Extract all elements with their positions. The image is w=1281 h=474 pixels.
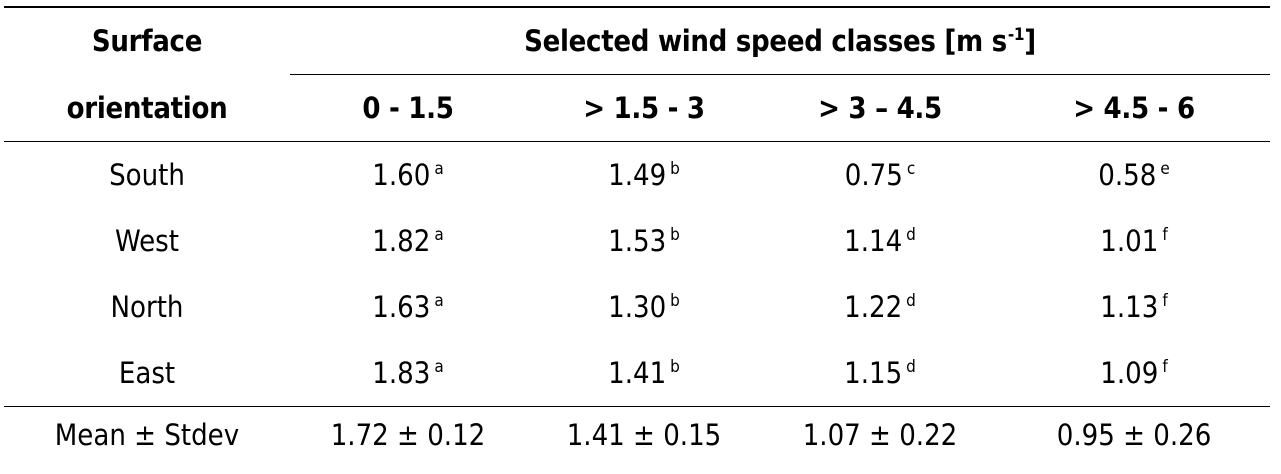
orientation-header-text-1: Surface [91, 24, 203, 59]
table-row: South 1.60 a 1.49 b 0.75 c 0.58 e [4, 142, 1270, 209]
table-row: East 1.83 a 1.41 b 1.15 d 1.09 f [4, 340, 1271, 407]
significance-letter: b [670, 225, 680, 246]
significance-letter: e [1160, 159, 1170, 180]
table-cell: 1.41 b [526, 340, 762, 407]
cell-value: 0.75 [844, 158, 903, 192]
table-cell: 1.82 a [290, 208, 526, 274]
cell-value: 1.13 [1100, 290, 1159, 324]
table-cell: 0.75 c [762, 142, 998, 209]
significance-letter: b [670, 357, 680, 378]
table-cell: 1.14 d [762, 208, 998, 274]
cell-value: 1.30 [608, 290, 667, 324]
row-label: North [110, 290, 184, 324]
column-header: 0 - 1.5 [290, 74, 526, 142]
table-cell: 1.83 a [290, 340, 526, 407]
significance-letter: f [1162, 357, 1168, 378]
table-cell: 1.49 b [526, 142, 762, 209]
significance-letter: a [434, 357, 444, 378]
significance-letter: d [906, 225, 916, 246]
table-cell: 1.60 a [290, 142, 526, 209]
cell-value: 1.60 [372, 158, 431, 192]
orientation-header-text-2: orientation [66, 90, 228, 125]
group-header-unit-exponent: -1 [1007, 25, 1025, 46]
wind-speed-group-header: Selected wind speed classes [m s-1] [290, 6, 1271, 75]
mean-cell: 0.95 ± 0.26 [1056, 418, 1212, 452]
column-header: > 1.5 - 3 [526, 74, 762, 142]
mean-stdev-row: Mean ± Stdev 1.72 ± 0.12 1.41 ± 0.15 1.0… [4, 407, 1270, 464]
mean-row-label: Mean ± Stdev [54, 418, 240, 452]
column-header: > 3 – 4.5 [762, 74, 998, 142]
cell-value: 1.53 [608, 224, 667, 258]
table-row: North 1.63 a 1.30 b 1.22 d 1.13 f [4, 274, 1270, 340]
row-label: South [109, 158, 185, 192]
significance-letter: d [906, 291, 916, 312]
row-label: West [115, 224, 179, 258]
wind-speed-table: Surface Selected wind speed classes [m s… [4, 6, 1271, 464]
significance-letter: d [906, 357, 916, 378]
mean-cell: 1.07 ± 0.22 [802, 418, 958, 452]
cell-value: 1.01 [1100, 224, 1159, 258]
table-cell: 1.22 d [762, 274, 998, 340]
table-row: West 1.82 a 1.53 b 1.14 d 1.01 f [4, 208, 1270, 274]
significance-letter: a [434, 159, 444, 180]
table-cell: 1.01 f [998, 208, 1270, 274]
significance-letter: b [670, 291, 680, 312]
significance-letter: f [1162, 291, 1168, 312]
cell-value: 0.58 [1098, 158, 1157, 192]
cell-value: 1.09 [1100, 356, 1159, 390]
cell-value: 1.15 [844, 356, 903, 390]
group-header-close: ] [1024, 24, 1036, 58]
orientation-header-line1: Surface [4, 6, 290, 75]
table-cell: 1.53 b [526, 208, 762, 274]
header-row-2: orientation 0 - 1.5 > 1.5 - 3 > 3 – 4.5 … [4, 74, 1271, 142]
cell-value: 1.82 [372, 224, 431, 258]
significance-letter: b [670, 159, 680, 180]
column-header: > 4.5 - 6 [998, 74, 1271, 142]
orientation-header-line2: orientation [4, 74, 290, 142]
header-row-1: Surface Selected wind speed classes [m s… [4, 6, 1271, 75]
table-cell: 1.09 f [998, 340, 1271, 407]
cell-value: 1.14 [844, 224, 903, 258]
table-cell: 1.13 f [998, 274, 1270, 340]
significance-letter: f [1162, 225, 1168, 246]
significance-letter: a [434, 291, 444, 312]
mean-cell: 1.41 ± 0.15 [566, 418, 722, 452]
table-cell: 1.15 d [762, 340, 998, 407]
cell-value: 1.49 [608, 158, 667, 192]
table-cell: 1.63 a [290, 274, 526, 340]
cell-value: 1.22 [844, 290, 903, 324]
cell-value: 1.83 [372, 356, 431, 390]
group-header-text: Selected wind speed classes [m s [524, 24, 1007, 58]
cell-value: 1.41 [608, 356, 667, 390]
row-label: East [4, 340, 290, 407]
table-cell: 1.30 b [526, 274, 762, 340]
significance-letter: c [906, 159, 916, 180]
significance-letter: a [434, 225, 444, 246]
mean-cell: 1.72 ± 0.12 [330, 418, 486, 452]
table-cell: 0.58 e [998, 142, 1270, 209]
cell-value: 1.63 [372, 290, 431, 324]
